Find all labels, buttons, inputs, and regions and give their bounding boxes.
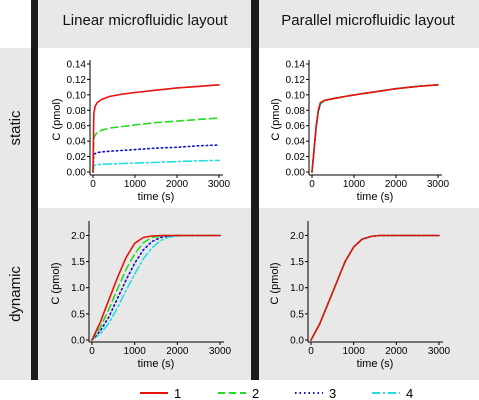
separator-left	[31, 0, 38, 380]
x-tick-label: 2000	[385, 346, 408, 357]
x-tick-label: 0	[309, 179, 315, 190]
series-line-2	[92, 117, 220, 173]
y-tick-label: 1.0	[290, 283, 304, 294]
y-tick-label: 0.06	[286, 121, 306, 132]
x-tick-label: 0	[89, 346, 95, 357]
x-tick-label: 0	[308, 346, 314, 357]
column-header-parallel: Parallel microfluidic layout	[281, 12, 455, 29]
y-tick-label: 0.02	[67, 152, 87, 163]
y-tick-label: 0.12	[67, 75, 87, 86]
series-line-1	[91, 234, 221, 341]
y-axis-label: C (pmol)	[51, 98, 63, 140]
y-tick-label: 0.0	[71, 336, 85, 347]
series-line-3	[92, 144, 220, 173]
y-tick-label: 0.00	[286, 168, 306, 179]
panel-linear-dynamic: 0.0 0.5 1.0 1.5 2.0 0 1000 2000 3000 time (s) C (p…	[50, 221, 232, 370]
separator-middle	[251, 0, 259, 380]
series-line-1	[311, 84, 439, 173]
y-tick-label: 0.10	[67, 90, 87, 101]
x-axis-label: time (s)	[357, 358, 394, 370]
x-tick-label: 1000	[124, 179, 147, 190]
x-tick-label: 3000	[209, 346, 232, 357]
panel-linear-static-background	[38, 48, 251, 208]
row-label-static: static	[7, 110, 24, 146]
panel-parallel-dynamic: 0.0 0.5 1.0 1.5 2.0 0 1000 2000 3000 time (s) C (p…	[269, 221, 451, 370]
x-tick-label: 3000	[208, 179, 231, 190]
y-tick-label: 0.5	[71, 309, 85, 320]
y-axis-label: C (pmol)	[270, 98, 282, 140]
row-label-dynamic: dynamic	[7, 266, 24, 322]
series-line-3	[91, 234, 221, 341]
y-tick-label: 1.5	[71, 257, 85, 268]
x-tick-label: 1000	[124, 346, 147, 357]
y-tick-label: 1.5	[290, 257, 304, 268]
y-tick-label: 0.0	[290, 336, 304, 347]
x-tick-label: 1000	[343, 346, 366, 357]
x-axis-label: time (s)	[138, 358, 175, 370]
x-tick-label: 0	[90, 179, 96, 190]
legend-label-1: 1	[174, 386, 181, 400]
legend: 1 2 3 4	[140, 386, 413, 400]
y-tick-label: 0.00	[67, 168, 87, 179]
y-tick-label: 0.12	[286, 75, 306, 86]
y-tick-label: 0.14	[67, 60, 87, 71]
panel-linear-static: 0.00 0.02 0.04 0.06 0.08 0.10 0.12 0.14 0 1000 200…	[51, 60, 231, 204]
row-dynamic-background	[0, 208, 479, 380]
y-axis-label: C (pmol)	[50, 262, 62, 304]
x-tick-label: 2000	[166, 346, 189, 357]
y-tick-label: 1.0	[71, 283, 85, 294]
column-header-linear: Linear microfluidic layout	[62, 12, 228, 29]
panel-parallel-static: 0.00 0.02 0.04 0.06 0.08 0.10 0.12 0.14 0 1000 200…	[270, 60, 450, 204]
series-line-4	[92, 159, 220, 173]
x-tick-label: 2000	[385, 179, 408, 190]
legend-label-3: 3	[329, 386, 336, 400]
y-tick-label: 0.04	[67, 137, 87, 148]
series-line-1	[310, 234, 440, 341]
x-tick-label: 1000	[343, 179, 366, 190]
y-tick-label: 0.08	[67, 106, 87, 117]
y-tick-label: 2.0	[71, 231, 85, 242]
x-tick-label: 3000	[428, 346, 451, 357]
x-axis-label: time (s)	[357, 191, 394, 203]
y-tick-label: 0.08	[286, 106, 306, 117]
legend-label-4: 4	[406, 386, 413, 400]
x-tick-label: 2000	[166, 179, 189, 190]
x-tick-label: 3000	[427, 179, 450, 190]
y-tick-label: 2.0	[290, 231, 304, 242]
y-tick-label: 0.04	[286, 137, 306, 148]
y-tick-label: 0.02	[286, 152, 306, 163]
panel-parallel-static-background	[259, 48, 479, 208]
y-tick-label: 0.06	[67, 121, 87, 132]
y-axis-label: C (pmol)	[269, 262, 281, 304]
y-tick-label: 0.10	[286, 90, 306, 101]
legend-label-2: 2	[252, 386, 259, 400]
y-tick-label: 0.14	[286, 60, 306, 71]
series-line-1	[92, 84, 220, 173]
y-tick-label: 0.5	[290, 309, 304, 320]
x-axis-label: time (s)	[138, 191, 175, 203]
